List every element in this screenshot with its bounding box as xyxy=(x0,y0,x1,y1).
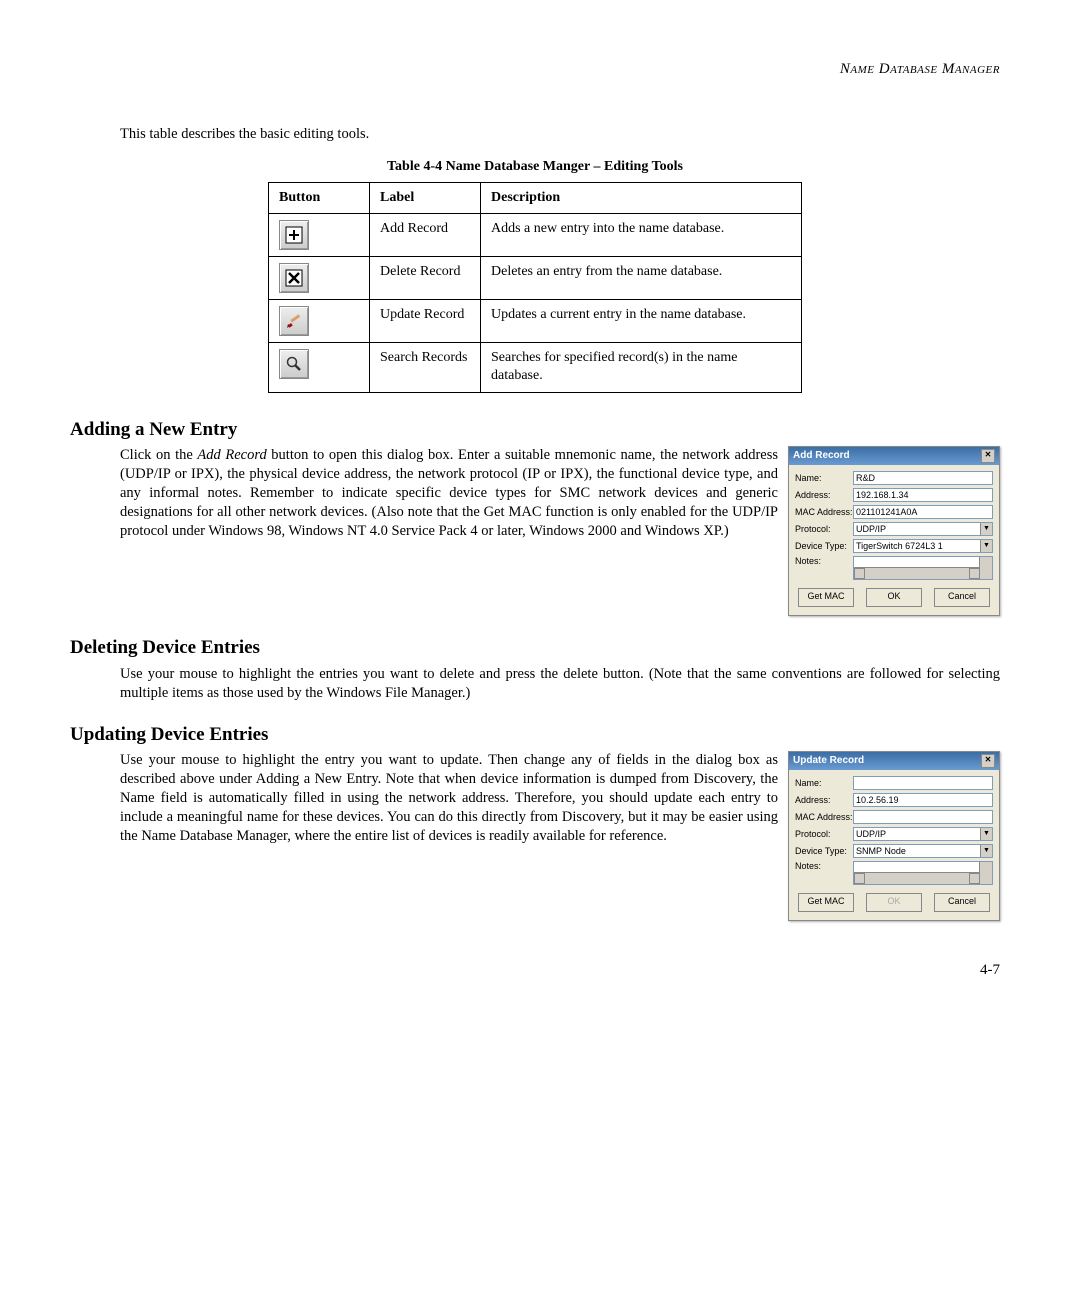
mac-field[interactable] xyxy=(853,810,993,824)
name-field[interactable]: IP address 10.2.56.19 xyxy=(853,776,993,790)
devtype-select[interactable]: SNMP Node xyxy=(853,844,993,858)
devtype-select[interactable]: TigerSwitch 6724L3 1 xyxy=(853,539,993,553)
table-caption: Table 4-4 Name Database Manger – Editing… xyxy=(70,158,1000,176)
row-desc: Searches for specified record(s) in the … xyxy=(481,343,802,392)
updating-text: Use your mouse to highlight the entry yo… xyxy=(120,751,778,845)
name-label: Name: xyxy=(795,473,853,485)
protocol-label: Protocol: xyxy=(795,524,853,536)
row-label: Update Record xyxy=(370,300,481,343)
protocol-select[interactable]: UDP/IP xyxy=(853,522,993,536)
mac-label: MAC Address: xyxy=(795,507,853,519)
close-icon[interactable]: ✕ xyxy=(981,449,995,463)
ok-button[interactable]: OK xyxy=(866,588,922,607)
table-row: Delete Record Deletes an entry from the … xyxy=(269,256,802,299)
row-label: Add Record xyxy=(370,213,481,256)
mac-field[interactable]: 021101241A0A xyxy=(853,505,993,519)
update-record-icon xyxy=(279,306,309,336)
address-field[interactable]: 192.168.1.34 xyxy=(853,488,993,502)
delete-record-icon xyxy=(279,263,309,293)
notes-label: Notes: xyxy=(795,556,853,568)
notes-field[interactable] xyxy=(853,861,993,885)
dialog-title: Add Record xyxy=(793,449,850,463)
row-desc: Updates a current entry in the name data… xyxy=(481,300,802,343)
getmac-button[interactable]: Get MAC xyxy=(798,893,854,912)
cancel-button[interactable]: Cancel xyxy=(934,893,990,912)
adding-heading: Adding a New Entry xyxy=(70,418,1000,443)
search-records-icon xyxy=(279,349,309,379)
close-icon[interactable]: ✕ xyxy=(981,754,995,768)
row-label: Search Records xyxy=(370,343,481,392)
notes-field[interactable] xyxy=(853,556,993,580)
dialog-title: Update Record xyxy=(793,754,864,768)
mac-label: MAC Address: xyxy=(795,812,853,824)
intro-text: This table describes the basic editing t… xyxy=(120,125,1000,144)
protocol-label: Protocol: xyxy=(795,829,853,841)
table-row: Search Records Searches for specified re… xyxy=(269,343,802,392)
name-field[interactable]: R&D xyxy=(853,471,993,485)
deleting-heading: Deleting Device Entries xyxy=(70,636,1000,661)
add-record-dialog: Add Record ✕ Name:R&D Address:192.168.1.… xyxy=(788,446,1000,616)
col-label: Label xyxy=(370,182,481,213)
protocol-select[interactable]: UDP/IP xyxy=(853,827,993,841)
deleting-text: Use your mouse to highlight the entries … xyxy=(120,665,1000,703)
text-span: Click on the xyxy=(120,447,197,463)
updating-heading: Updating Device Entries xyxy=(70,723,1000,748)
address-label: Address: xyxy=(795,490,853,502)
row-desc: Deletes an entry from the name database. xyxy=(481,256,802,299)
add-record-icon xyxy=(279,220,309,250)
col-button: Button xyxy=(269,182,370,213)
row-label: Delete Record xyxy=(370,256,481,299)
address-field[interactable]: 10.2.56.19 xyxy=(853,793,993,807)
address-label: Address: xyxy=(795,795,853,807)
table-row: Add Record Adds a new entry into the nam… xyxy=(269,213,802,256)
name-label: Name: xyxy=(795,778,853,790)
update-record-dialog: Update Record ✕ Name:IP address 10.2.56.… xyxy=(788,751,1000,921)
col-desc: Description xyxy=(481,182,802,213)
adding-text: Click on the Add Record button to open t… xyxy=(120,446,778,540)
editing-tools-table: Button Label Description Add Record Adds… xyxy=(268,182,802,393)
page-header: Name Database Manager xyxy=(70,60,1000,80)
page-number: 4-7 xyxy=(70,961,1000,981)
cancel-button[interactable]: Cancel xyxy=(934,588,990,607)
table-row: Update Record Updates a current entry in… xyxy=(269,300,802,343)
devtype-label: Device Type: xyxy=(795,541,853,553)
devtype-label: Device Type: xyxy=(795,846,853,858)
getmac-button[interactable]: Get MAC xyxy=(798,588,854,607)
notes-label: Notes: xyxy=(795,861,853,873)
row-desc: Adds a new entry into the name database. xyxy=(481,213,802,256)
italic-span: Add Record xyxy=(197,447,266,463)
ok-button[interactable]: OK xyxy=(866,893,922,912)
